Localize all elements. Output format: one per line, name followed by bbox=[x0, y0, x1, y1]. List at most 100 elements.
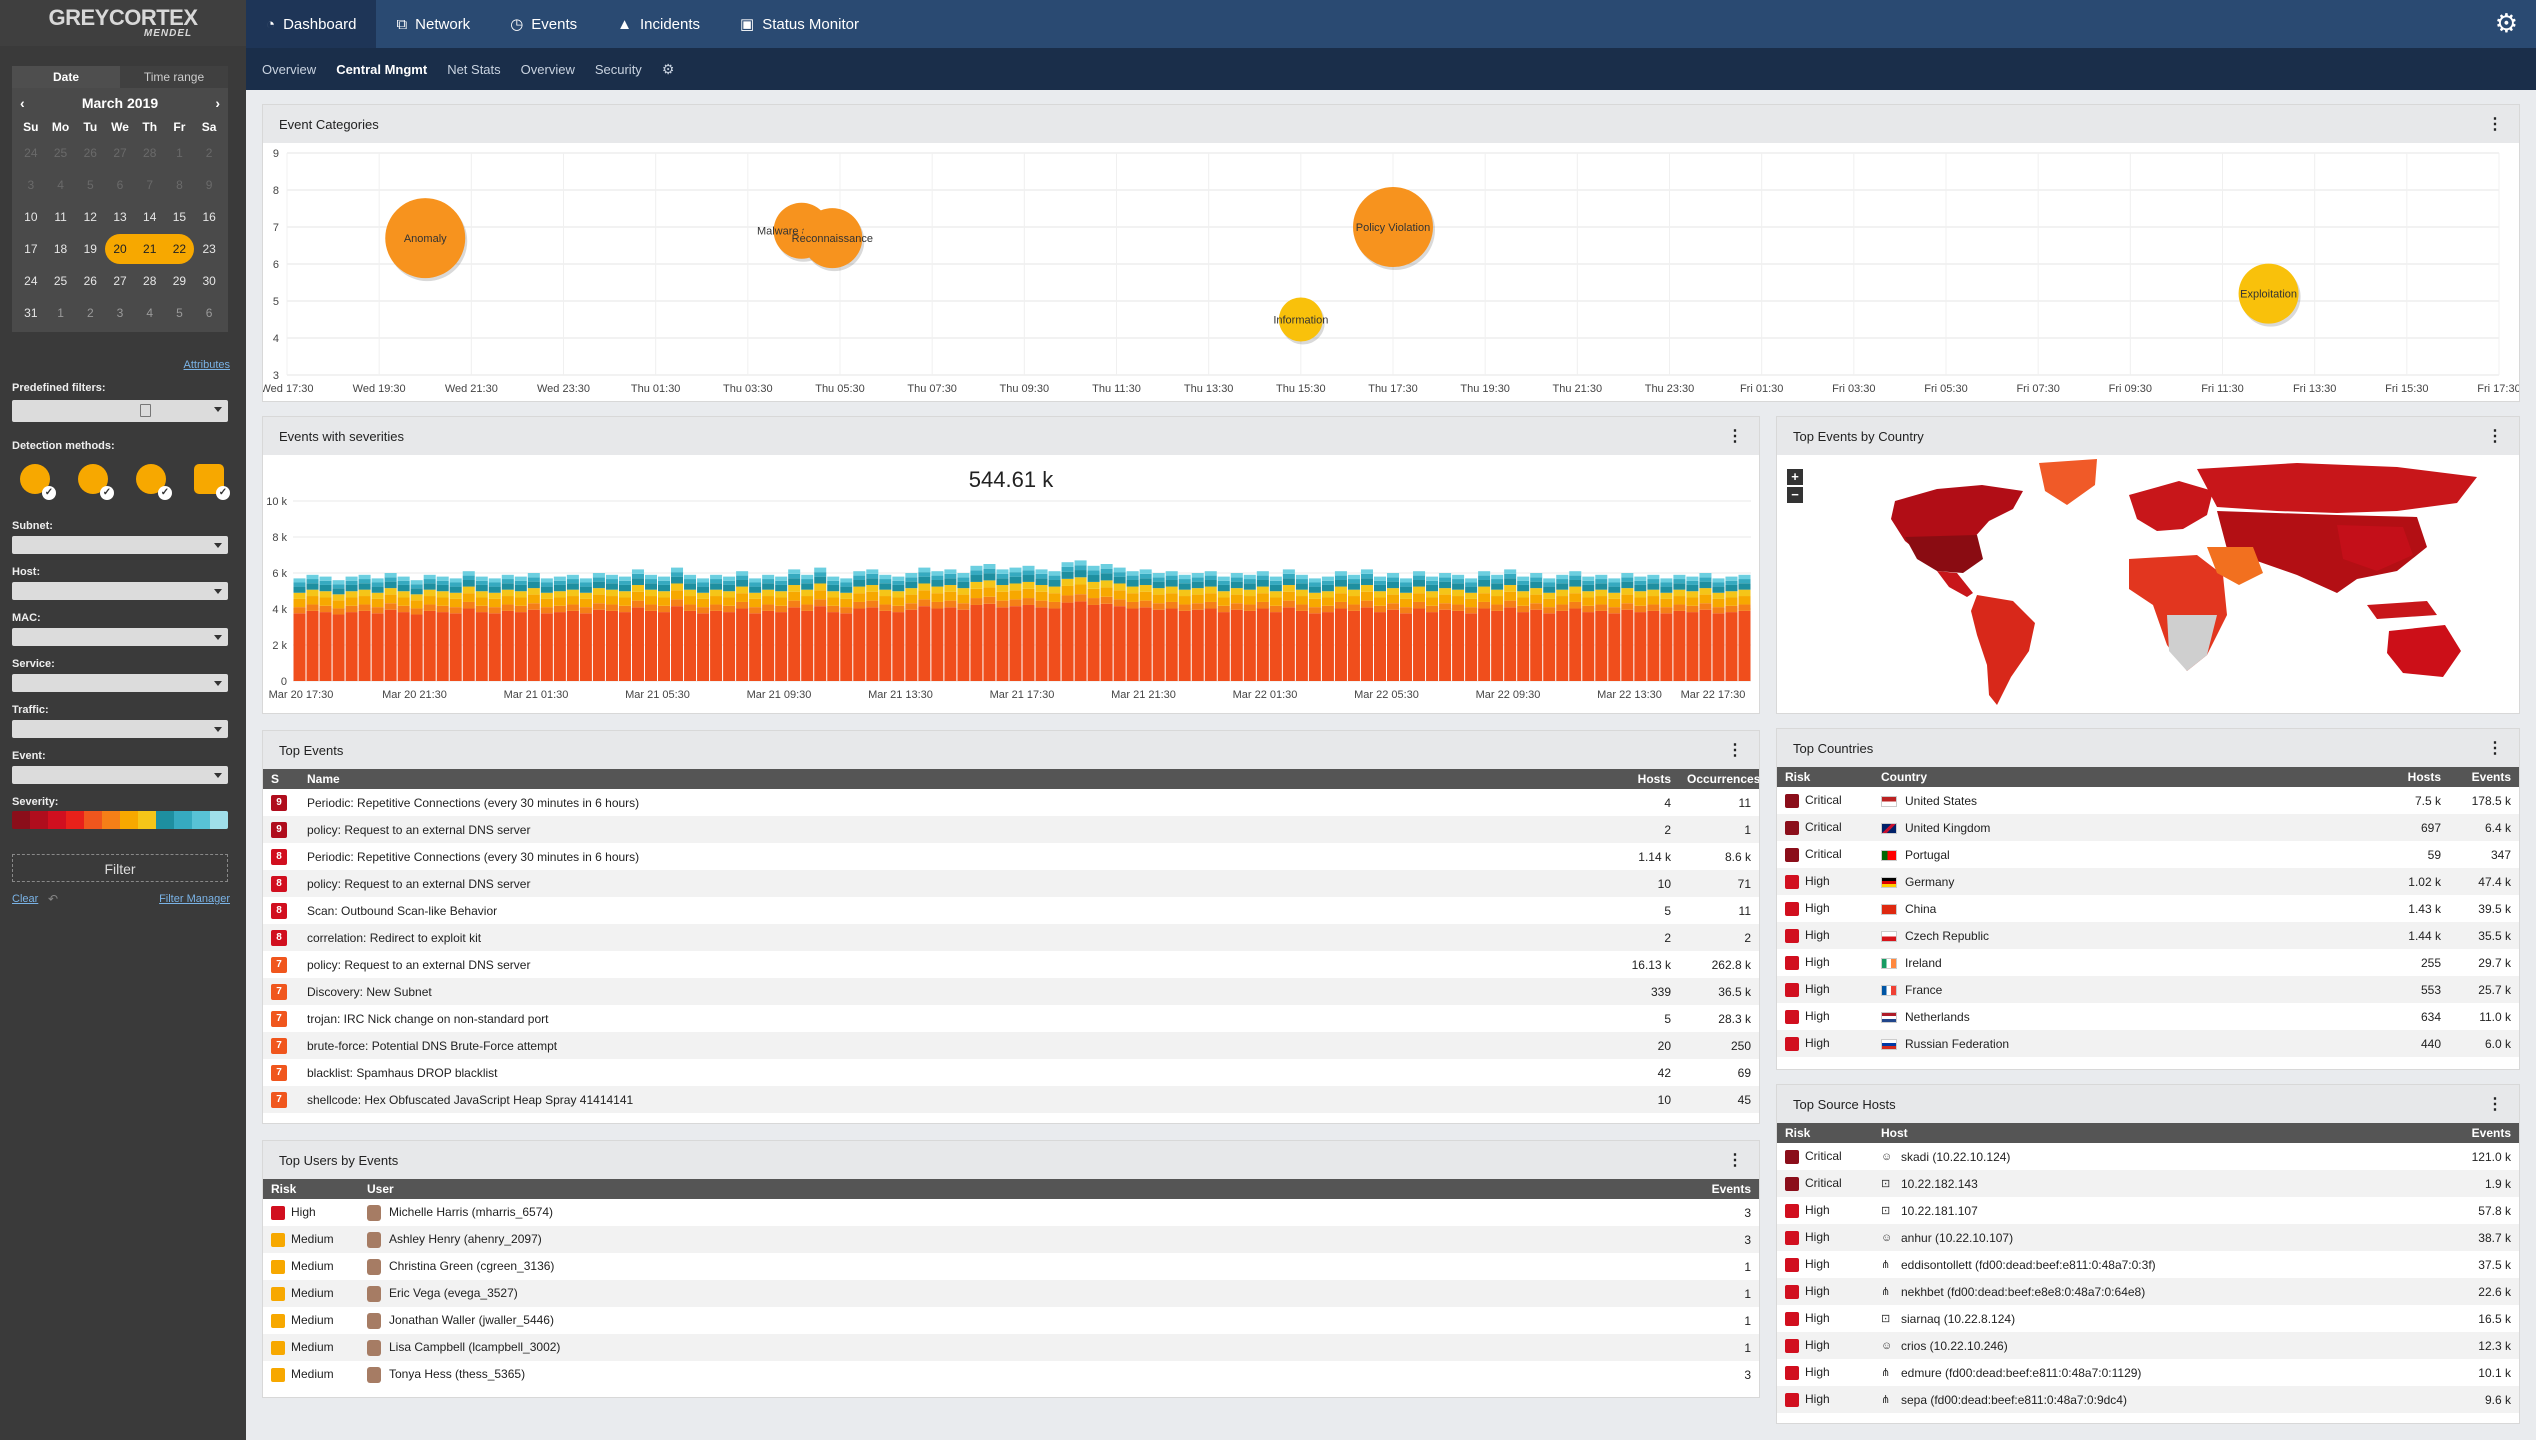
table-row[interactable]: Critical Portugal 59 347 bbox=[1777, 841, 2519, 868]
calendar-day[interactable]: 28 bbox=[143, 146, 157, 160]
table-row[interactable]: 9 Periodic: Repetitive Connections (every… bbox=[263, 789, 1759, 816]
bar-segment[interactable] bbox=[1426, 591, 1439, 598]
bar-segment[interactable] bbox=[905, 577, 918, 582]
bar-segment[interactable] bbox=[983, 580, 996, 588]
bar-segment[interactable] bbox=[788, 573, 801, 579]
bar-segment[interactable] bbox=[1595, 583, 1608, 590]
bar-segment[interactable] bbox=[1334, 593, 1347, 602]
bar-segment[interactable] bbox=[1256, 601, 1269, 609]
severity-swatch[interactable] bbox=[156, 811, 174, 829]
bar-segment[interactable] bbox=[1139, 607, 1152, 681]
fingerprint-icon[interactable]: ✓ bbox=[76, 460, 114, 500]
bar-segment[interactable] bbox=[1321, 584, 1334, 592]
bar-segment[interactable] bbox=[1660, 607, 1673, 614]
table-row[interactable]: Medium Jonathan Waller (jwaller_5446) 1 bbox=[263, 1307, 1759, 1334]
bar-segment[interactable] bbox=[1439, 609, 1452, 681]
bar-segment[interactable] bbox=[918, 567, 931, 573]
table-row[interactable]: High ⋔ eddisontollett (fd00:dead:beef:e811… bbox=[1777, 1251, 2519, 1278]
bar-segment[interactable] bbox=[814, 567, 827, 573]
bar-segment[interactable] bbox=[775, 605, 788, 613]
bar-segment[interactable] bbox=[710, 579, 723, 584]
bar-segment[interactable] bbox=[931, 593, 944, 602]
table-row[interactable]: High ⋔ sepa (fd00:dead:beef:e811:0:48a7:0:… bbox=[1777, 1386, 2519, 1413]
bubble-information[interactable] bbox=[1278, 297, 1323, 342]
bar-segment[interactable] bbox=[892, 591, 905, 598]
bar-segment[interactable] bbox=[957, 581, 970, 589]
bar-segment[interactable] bbox=[1621, 609, 1634, 681]
bar-segment[interactable] bbox=[1009, 567, 1022, 573]
bar-segment[interactable] bbox=[449, 586, 462, 593]
bar-segment[interactable] bbox=[1074, 560, 1087, 566]
bar-segment[interactable] bbox=[527, 577, 540, 582]
bar-segment[interactable] bbox=[1256, 586, 1269, 594]
bar-segment[interactable] bbox=[1061, 578, 1074, 586]
bar-segment[interactable] bbox=[1673, 589, 1686, 597]
bar-segment[interactable] bbox=[775, 612, 788, 681]
bar-segment[interactable] bbox=[501, 583, 514, 590]
calendar-day[interactable]: 5 bbox=[86, 178, 94, 192]
bar-segment[interactable] bbox=[306, 610, 319, 681]
bar-segment[interactable] bbox=[905, 603, 918, 610]
country-name[interactable]: Germany bbox=[1905, 874, 1955, 889]
country-name[interactable]: France bbox=[1905, 982, 1943, 997]
bar-segment[interactable] bbox=[1204, 593, 1217, 602]
bar-segment[interactable] bbox=[853, 586, 866, 594]
bar-segment[interactable] bbox=[618, 580, 631, 585]
bar-segment[interactable] bbox=[605, 583, 618, 590]
bar-segment[interactable] bbox=[1243, 604, 1256, 611]
bar-segment[interactable] bbox=[605, 610, 618, 681]
calendar-day[interactable]: 30 bbox=[202, 274, 216, 288]
bar-segment[interactable] bbox=[566, 583, 579, 590]
bar-segment[interactable] bbox=[1426, 612, 1439, 681]
tab-incidents[interactable]: ▲ Incidents bbox=[597, 0, 720, 48]
bar-segment[interactable] bbox=[449, 607, 462, 614]
bar-segment[interactable] bbox=[710, 583, 723, 590]
bar-segment[interactable] bbox=[527, 603, 540, 610]
bar-segment[interactable] bbox=[1243, 574, 1256, 580]
bar-segment[interactable] bbox=[1126, 608, 1139, 681]
bar-segment[interactable] bbox=[697, 613, 710, 681]
bar-segment[interactable] bbox=[1308, 582, 1321, 587]
bar-segment[interactable] bbox=[319, 605, 332, 613]
bar-segment[interactable] bbox=[514, 591, 527, 598]
event-select[interactable] bbox=[12, 766, 228, 784]
bar-segment[interactable] bbox=[1295, 579, 1308, 584]
bar-segment[interactable] bbox=[436, 591, 449, 598]
calendar-day[interactable]: 21 bbox=[134, 234, 165, 264]
bar-segment[interactable] bbox=[1191, 609, 1204, 681]
bar-segment[interactable] bbox=[1647, 596, 1660, 605]
bar-segment[interactable] bbox=[1191, 588, 1204, 595]
bar-segment[interactable] bbox=[814, 576, 827, 584]
bar-segment[interactable] bbox=[697, 586, 710, 593]
bar-segment[interactable] bbox=[592, 581, 605, 589]
bar-segment[interactable] bbox=[1178, 604, 1191, 611]
bar-segment[interactable] bbox=[566, 589, 579, 597]
bar-segment[interactable] bbox=[1087, 581, 1100, 589]
bar-segment[interactable] bbox=[1269, 591, 1282, 598]
bar-segment[interactable] bbox=[1113, 576, 1126, 584]
table-row[interactable]: High France 553 25.7 k bbox=[1777, 976, 2519, 1003]
calendar-day[interactable]: 17 bbox=[24, 242, 38, 256]
bar-segment[interactable] bbox=[1178, 579, 1191, 584]
bar-segment[interactable] bbox=[1009, 583, 1022, 591]
bar-segment[interactable] bbox=[1686, 612, 1699, 681]
bar-segment[interactable] bbox=[1191, 573, 1204, 578]
bar-segment[interactable] bbox=[840, 582, 853, 587]
bar-segment[interactable] bbox=[410, 614, 423, 681]
bar-segment[interactable] bbox=[905, 594, 918, 604]
country-name[interactable]: United Kingdom bbox=[1905, 820, 1991, 835]
bar-segment[interactable] bbox=[1413, 601, 1426, 609]
bar-segment[interactable] bbox=[371, 586, 384, 593]
country-name[interactable]: Portugal bbox=[1905, 847, 1950, 862]
bar-segment[interactable] bbox=[1452, 596, 1465, 605]
bar-segment[interactable] bbox=[1712, 586, 1725, 593]
bar-segment[interactable] bbox=[1517, 605, 1530, 613]
bar-segment[interactable] bbox=[488, 578, 501, 583]
bar-segment[interactable] bbox=[1022, 581, 1035, 589]
bar-segment[interactable] bbox=[931, 601, 944, 609]
bar-segment[interactable] bbox=[1009, 606, 1022, 681]
bar-segment[interactable] bbox=[1139, 573, 1152, 579]
severity-swatch[interactable] bbox=[48, 811, 66, 829]
bar-segment[interactable] bbox=[293, 598, 306, 608]
bar-segment[interactable] bbox=[1517, 580, 1530, 585]
